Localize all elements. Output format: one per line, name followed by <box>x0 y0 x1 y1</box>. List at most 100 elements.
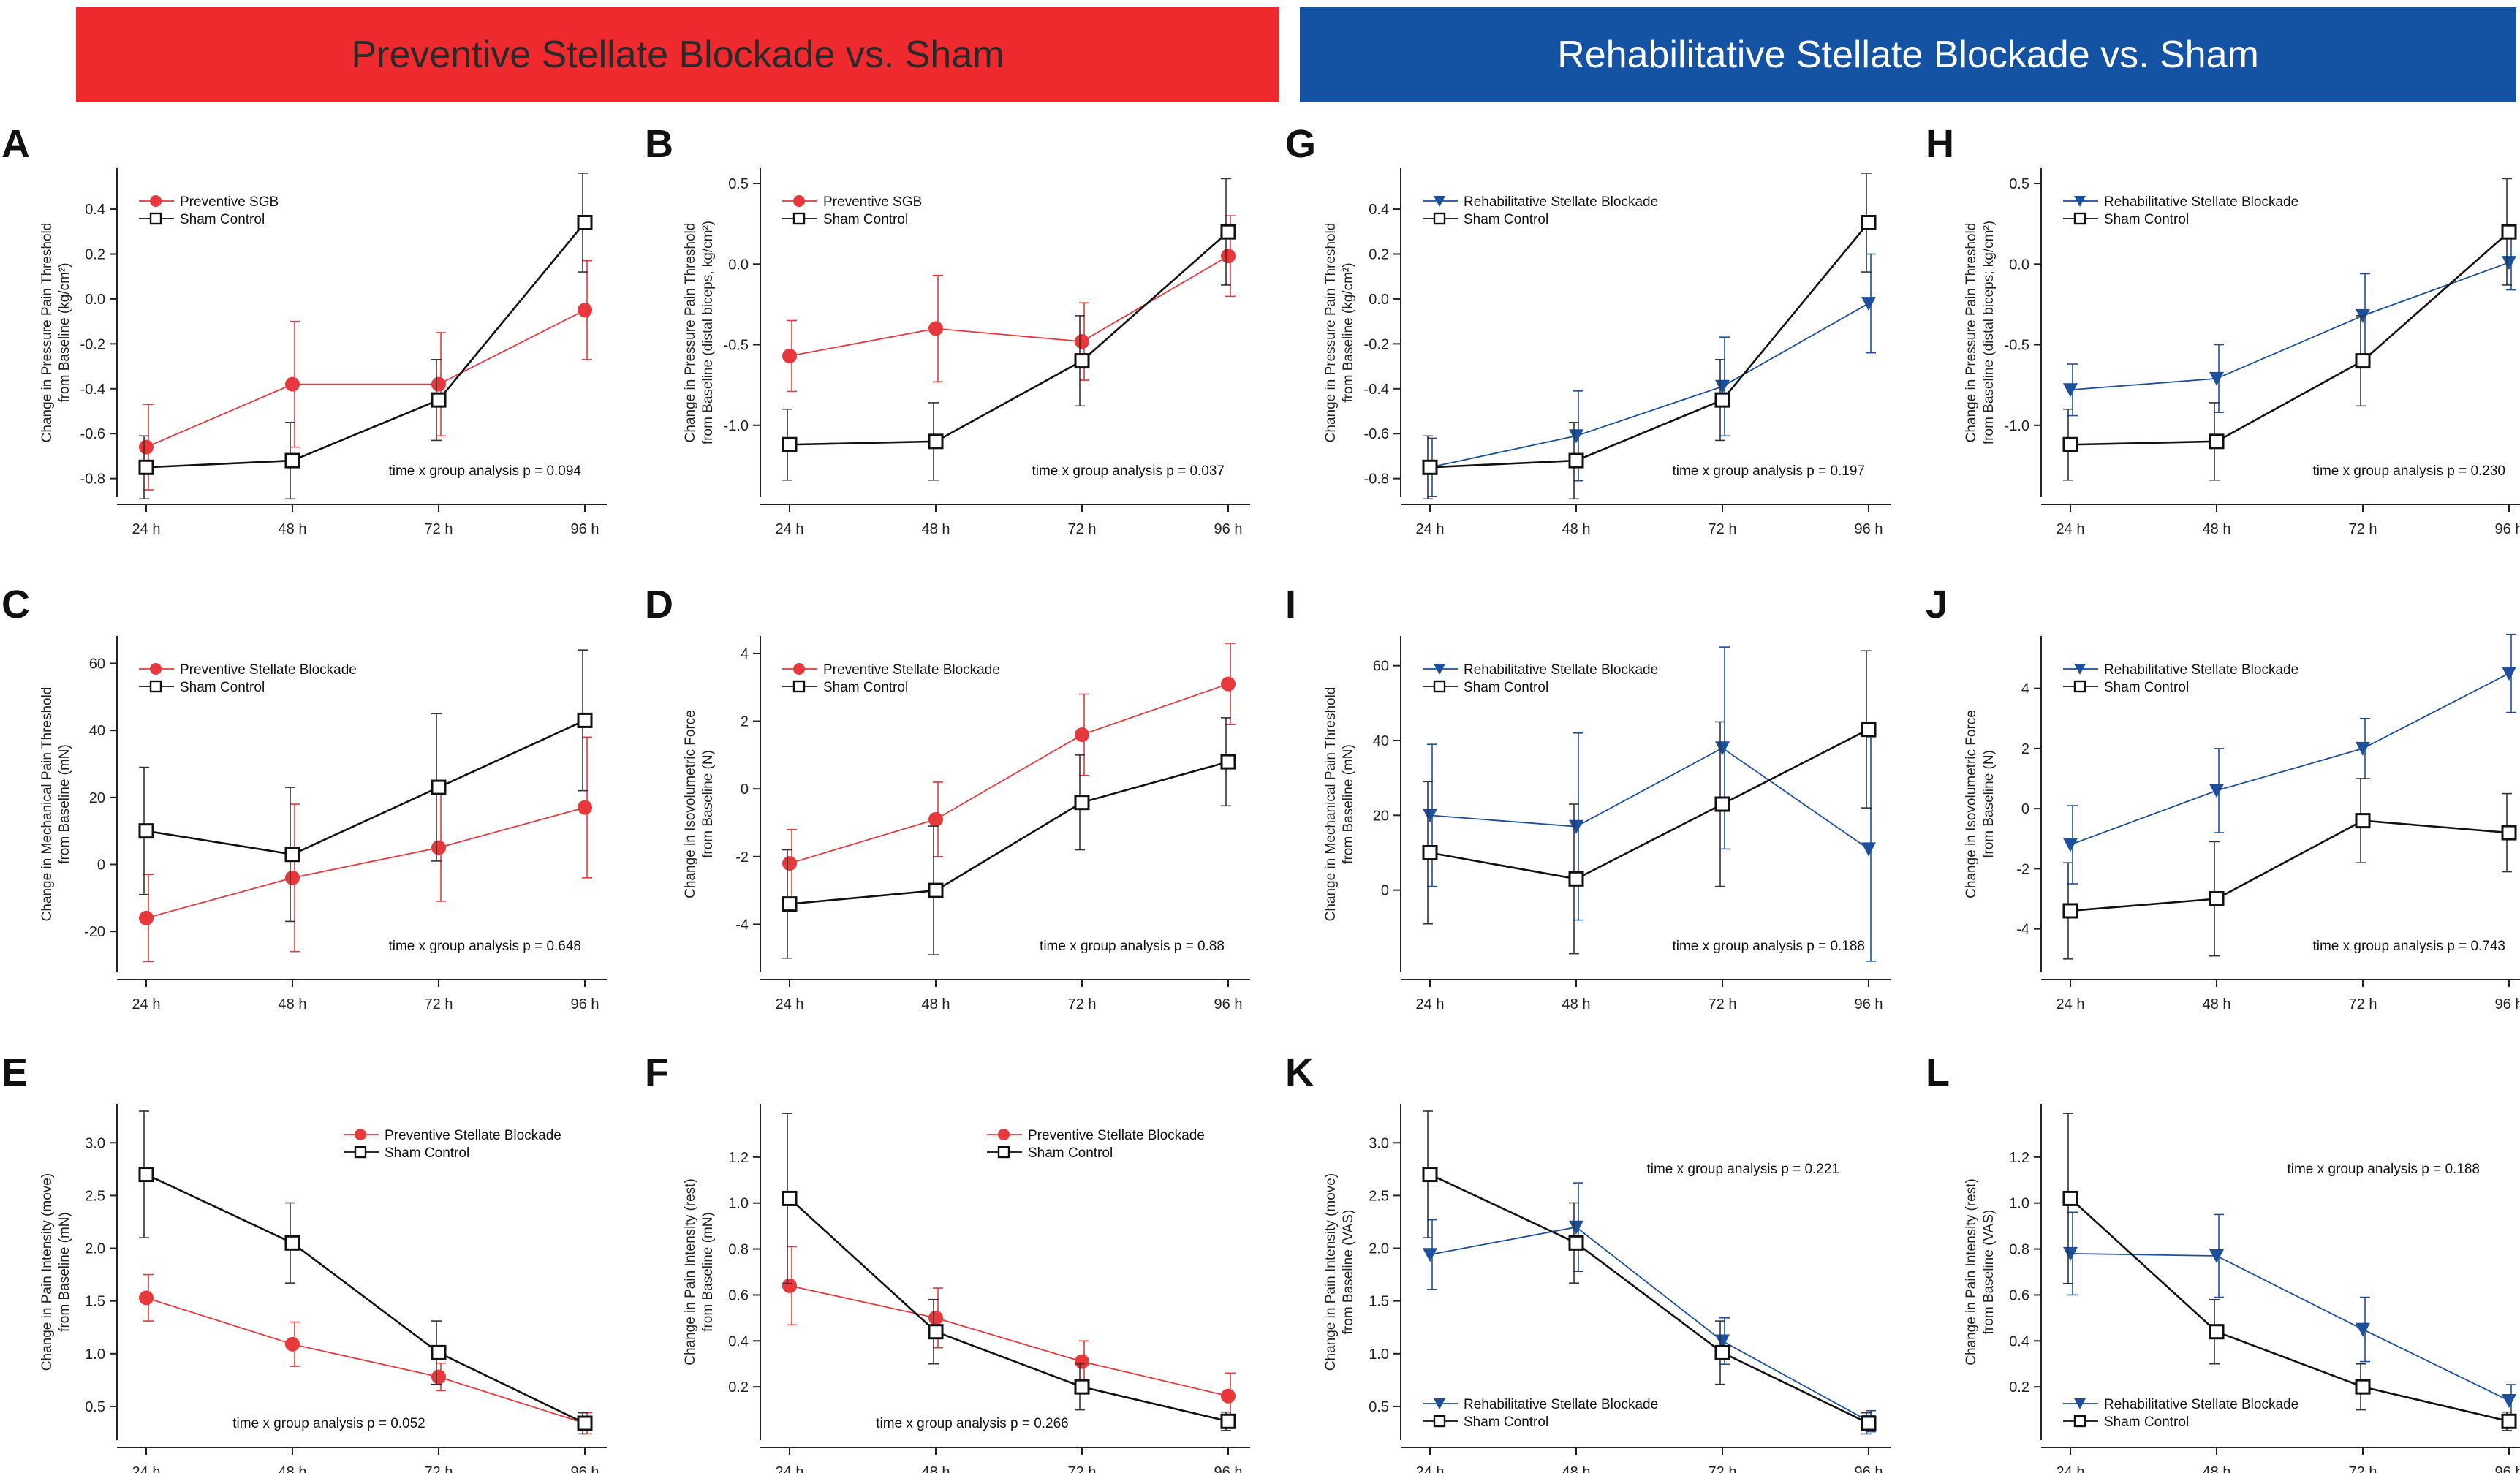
data-point <box>577 1415 593 1431</box>
data-point <box>138 823 154 839</box>
y-tick-label: 0 <box>741 781 749 798</box>
x-tick-label: 72 h <box>1709 996 1737 1012</box>
series-rehab <box>1423 646 1876 962</box>
x-tick-label: 24 h <box>776 521 804 537</box>
series-rehab <box>1423 253 1876 498</box>
x-tick-label: 24 h <box>1416 996 1445 1012</box>
y-tick-label: 0.0 <box>2009 257 2029 273</box>
legend-label: Preventive Stellate Blockade <box>823 662 1000 678</box>
series-preventive <box>139 260 592 491</box>
chart-panel-I: I 0 20 40 60 24 h 48 h 72 h 96 h Change in Mechan… <box>1285 583 1891 1012</box>
y-tick-label: -0.8 <box>80 472 105 488</box>
y-tick-label: 0.4 <box>85 202 105 218</box>
series-sham <box>1422 173 1877 500</box>
y-tick-label: 0.2 <box>2009 1379 2029 1396</box>
data-point <box>431 1344 447 1360</box>
legend-label: Preventive Stellate Blockade <box>1028 1128 1205 1143</box>
series-line <box>2070 1252 2510 1401</box>
legend-marker <box>793 195 805 207</box>
data-point <box>2209 784 2224 798</box>
data-point <box>284 452 300 469</box>
legend-marker <box>2074 1398 2086 1409</box>
y-tick-label: 0.6 <box>728 1287 749 1303</box>
x-tick-label: 96 h <box>1214 521 1243 537</box>
y-tick-label: 1.5 <box>85 1294 105 1310</box>
x-tick-label: 48 h <box>2203 521 2231 537</box>
legend-marker <box>1434 196 1445 207</box>
x-tick-label: 72 h <box>1709 521 1737 537</box>
data-point <box>2501 224 2517 240</box>
x-tick-label: 72 h <box>425 521 453 537</box>
data-point <box>928 1324 944 1340</box>
y-tick-label: 0.0 <box>728 257 749 273</box>
y-tick-label: -0.4 <box>80 382 105 398</box>
legend-label: Rehabilitative Stellate Blockade <box>1464 1397 1658 1412</box>
data-point <box>285 1336 300 1352</box>
data-point <box>1220 224 1236 240</box>
y-tick-label: 0.2 <box>728 1379 749 1396</box>
legend-label: Sham Control <box>2104 680 2189 695</box>
y-tick-label: 2.0 <box>85 1241 105 1257</box>
legend-marker <box>1433 680 1446 693</box>
series-sham <box>782 178 1236 481</box>
y-tick-label: 1.2 <box>728 1150 749 1166</box>
y-tick-label: 0.5 <box>728 176 749 192</box>
x-tick-label: 24 h <box>2057 996 2085 1012</box>
x-tick-label: 48 h <box>2203 996 2231 1012</box>
y-tick-label: 0.5 <box>2009 176 2029 192</box>
stat-annotation: time x group analysis p = 0.743 <box>2312 939 2505 954</box>
banner-preventive-label: Preventive Stellate Blockade vs. Sham <box>351 34 1004 76</box>
y-tick-label: 1.2 <box>2009 1150 2029 1166</box>
legend-label: Sham Control <box>823 212 908 227</box>
y-tick-label: -20 <box>84 924 105 940</box>
legend-label: Rehabilitative Stellate Blockade <box>1464 662 1658 678</box>
y-axis-label: Change in Isovolumetric Force from Baseli… <box>1964 710 1997 898</box>
data-point <box>1861 722 1877 738</box>
x-tick-label: 48 h <box>2203 1464 2231 1473</box>
y-axis-label: Change in Pressure Pain Threshold from Ba… <box>1964 221 1997 444</box>
data-point <box>138 1167 154 1183</box>
series-line <box>2070 673 2510 846</box>
legend-marker <box>150 663 162 675</box>
legend-label: Sham Control <box>1464 680 1548 695</box>
series-line <box>789 1197 1229 1423</box>
x-tick-label: 24 h <box>132 521 161 537</box>
data-point <box>782 1278 797 1293</box>
y-tick-label: 2.5 <box>1369 1188 1389 1204</box>
legend-label: Sham Control <box>385 1146 469 1161</box>
legend-label: Rehabilitative Stellate Blockade <box>1464 194 1658 210</box>
y-tick-label: 0.5 <box>1369 1399 1389 1415</box>
chart-panel-G: G -0.8 -0.6 -0.4 -0.2 0.0 0.2 0.4 24 h 48 h 72 h 96… <box>1285 122 1891 537</box>
data-point <box>782 436 798 452</box>
legend-label: Preventive SGB <box>180 194 279 210</box>
series-rehab <box>2063 234 2516 417</box>
chart-panel-L: L 0.2 0.4 0.6 0.8 1.0 1.2 24 h 48 h 72 h 96 h Chang… <box>1926 1050 2520 1473</box>
legend: Rehabilitative Stellate Blockade Sham Con… <box>1423 1397 1658 1430</box>
x-tick-label: 48 h <box>922 996 950 1012</box>
y-tick-label: 2.5 <box>85 1188 105 1204</box>
series-line <box>2070 231 2510 446</box>
data-point <box>1422 1167 1438 1183</box>
data-point <box>285 376 300 392</box>
stat-annotation: time x group analysis p = 0.648 <box>388 939 581 954</box>
data-point <box>782 856 797 871</box>
series-line <box>145 221 586 469</box>
y-tick-label: 0.0 <box>1369 292 1389 308</box>
data-point <box>928 433 944 450</box>
x-tick-label: 48 h <box>922 1464 950 1473</box>
legend-marker <box>149 680 162 693</box>
data-point <box>1221 249 1236 264</box>
y-axis-label: Change in Mechanical Pain Threshold from … <box>1323 687 1356 922</box>
y-axis-label: Change in Isovolumetric Force from Baseli… <box>683 710 716 898</box>
x-tick-label: 72 h <box>2349 996 2377 1012</box>
stat-annotation: time x group analysis p = 0.037 <box>1032 463 1225 479</box>
data-point <box>2209 1249 2224 1263</box>
y-tick-label: 0.2 <box>1369 247 1389 263</box>
series-preventive <box>782 1246 1236 1420</box>
legend-label: Sham Control <box>180 212 265 227</box>
y-tick-label: 0.8 <box>728 1242 749 1258</box>
panel-letter-J: J <box>1926 583 1948 626</box>
data-point <box>2209 433 2225 450</box>
data-point <box>1422 845 1438 861</box>
chart-panel-E: E 0.5 1.0 1.5 2.0 2.5 3.0 24 h 48 h 72 h 96 h Chang… <box>1 1050 607 1473</box>
